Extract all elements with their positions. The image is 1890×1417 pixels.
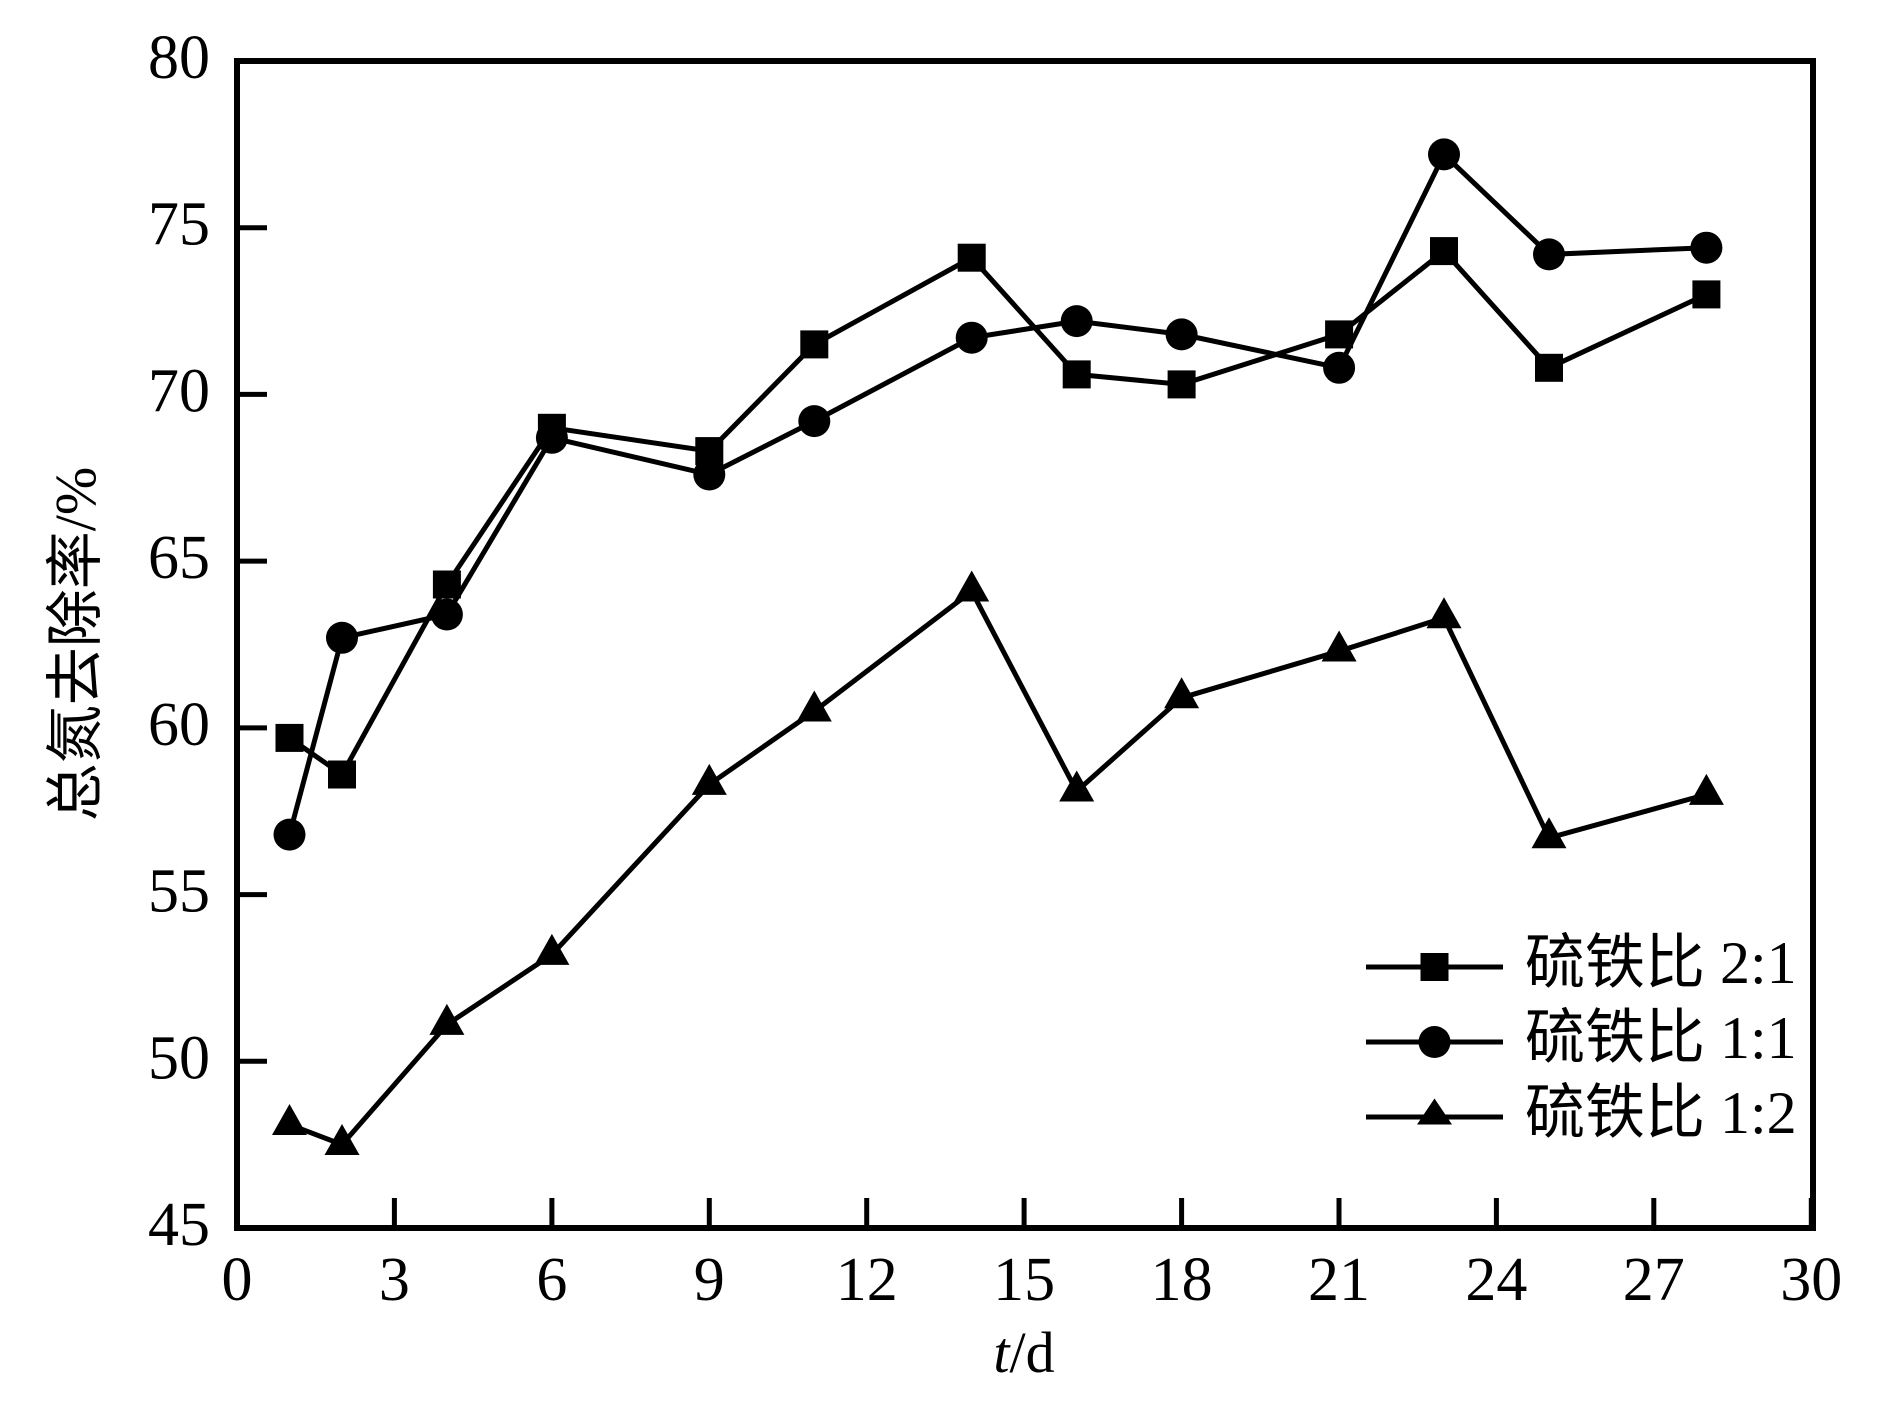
svg-text:硫铁比 1:2: 硫铁比 1:2 — [1525, 1080, 1797, 1146]
svg-text:3: 3 — [379, 1246, 410, 1314]
svg-text:45: 45 — [148, 1191, 210, 1259]
svg-text:70: 70 — [148, 357, 210, 425]
svg-text:50: 50 — [148, 1024, 210, 1092]
svg-text:硫铁比 1:1: 硫铁比 1:1 — [1525, 1005, 1797, 1071]
svg-text:21: 21 — [1308, 1246, 1370, 1314]
svg-text:55: 55 — [148, 858, 210, 926]
svg-text:27: 27 — [1623, 1246, 1685, 1314]
svg-text:18: 18 — [1151, 1246, 1213, 1314]
svg-text:30: 30 — [1780, 1246, 1842, 1314]
svg-text:60: 60 — [148, 691, 210, 759]
svg-text:65: 65 — [148, 524, 210, 592]
svg-text:9: 9 — [694, 1246, 725, 1314]
svg-text:总氮去除率/%: 总氮去除率/% — [43, 467, 108, 821]
svg-text:t/d: t/d — [993, 1320, 1054, 1385]
svg-text:80: 80 — [148, 24, 210, 92]
svg-text:24: 24 — [1465, 1246, 1527, 1314]
svg-text:6: 6 — [536, 1246, 567, 1314]
svg-text:硫铁比 2:1: 硫铁比 2:1 — [1525, 930, 1797, 996]
svg-text:75: 75 — [148, 191, 210, 259]
svg-text:0: 0 — [222, 1246, 253, 1314]
svg-text:12: 12 — [836, 1246, 898, 1314]
svg-text:15: 15 — [993, 1246, 1055, 1314]
